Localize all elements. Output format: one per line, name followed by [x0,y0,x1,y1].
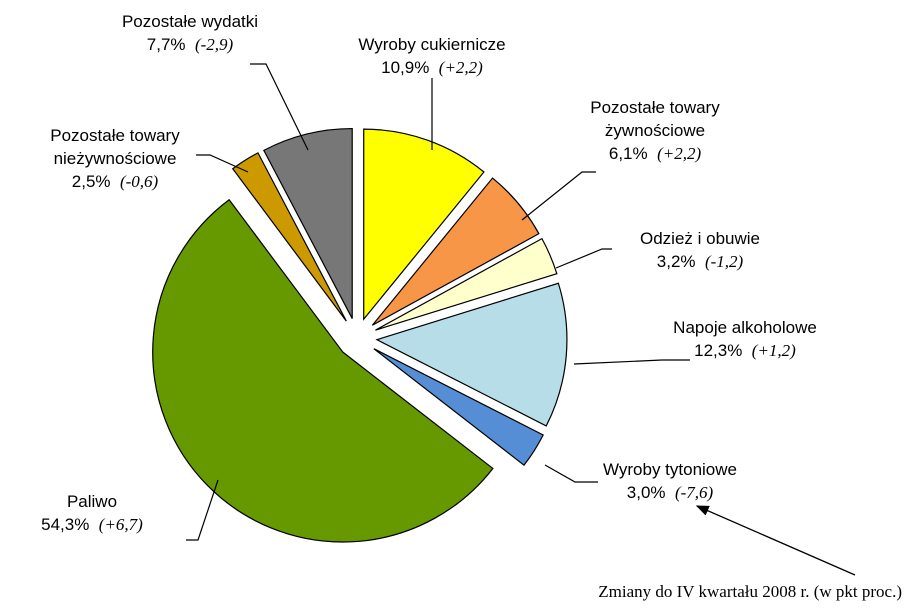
slice-label: Odzież i obuwie 3,2% (-1,2) [605,227,795,273]
pie-slice [363,128,485,321]
leader-line [521,171,596,221]
category-name: Odzież i obuwie [639,229,760,248]
value-row: 2,5% (-0,6) [0,170,230,193]
pie-slice [231,152,347,322]
value-row: 12,3% (+1,2) [665,339,825,362]
value-row: 54,3% (+6,7) [0,513,184,536]
leader-line [250,63,309,151]
pie-slice [375,282,568,427]
value-label: 3,0% [626,483,666,502]
leader-line [186,479,219,541]
value-label: 54,3% [41,515,90,534]
category-name: Pozostałe towary żywnościowe [590,98,720,140]
value-label: 10,9% [381,58,430,77]
slice-label: Pozostałe wydatki 7,7% (-2,9) [80,10,300,56]
change-label: (-7,6) [674,483,714,502]
slice-label: Wyroby tytoniowe 3,0% (-7,6) [575,458,765,504]
category-name: Pozostałe towary nieżywnościowe [50,126,180,168]
slice-label: Napoje alkoholowe 12,3% (+1,2) [665,316,825,362]
change-label: (+2,2) [657,144,702,163]
change-label: (-0,6) [119,172,159,191]
slice-label: Paliwo 54,3% (+6,7) [0,490,184,536]
leader-line [555,248,612,269]
pie-slice [373,348,544,467]
category-name: Wyroby cukiernicze [358,35,506,54]
category-name: Pozostałe wydatki [121,12,259,31]
leader-line [573,359,690,365]
change-label: (-1,2) [704,252,744,271]
leader-line [544,464,598,483]
value-label: 7,7% [146,35,186,54]
leader-line [196,154,249,173]
pie-slice [371,177,540,326]
value-label: 12,3% [694,341,743,360]
change-label: (-2,9) [194,35,234,54]
change-label: (+2,2) [438,58,483,77]
value-label: 2,5% [71,172,111,191]
pie-slice [152,198,494,543]
value-row: 3,2% (-1,2) [605,250,795,273]
change-label: (+1,2) [751,341,796,360]
category-name: Paliwo [66,492,118,511]
value-row: 10,9% (+2,2) [332,56,532,79]
slice-label: Wyroby cukiernicze 10,9% (+2,2) [332,33,532,79]
annotation-arrow [695,505,856,576]
value-label: 3,2% [656,252,696,271]
value-row: 3,0% (-7,6) [575,481,765,504]
slice-label: Pozostałe towary nieżywnościowe 2,5% (-0,… [0,124,230,193]
value-row: 6,1% (+2,2) [560,142,750,165]
annotation: Zmiany do IV kwartału 2008 r. (w pkt pro… [598,582,902,601]
slice-label: Pozostałe towary żywnościowe 6,1% (+2,2) [560,96,750,165]
change-label: (+6,7) [98,515,143,534]
value-row: 7,7% (-2,9) [80,33,300,56]
pie-slice [375,237,558,331]
category-name: Napoje alkoholowe [673,318,817,337]
category-name: Wyroby tytoniowe [602,460,737,479]
value-label: 6,1% [608,144,648,163]
pie-slice [263,127,353,319]
